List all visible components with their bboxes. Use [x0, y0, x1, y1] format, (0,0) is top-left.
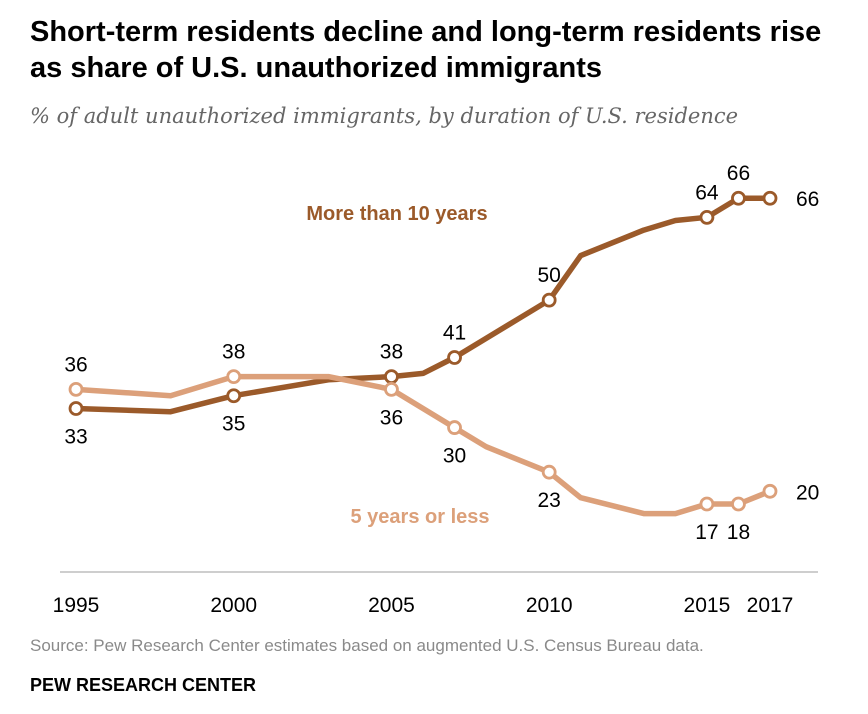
x-tick-label-2017: 2017 [747, 594, 794, 617]
data-point-1-2010 [541, 464, 557, 480]
data-point-0-2015 [699, 209, 715, 225]
x-tick-label-2015: 2015 [684, 594, 731, 617]
data-label-0-2016: 66 [727, 162, 750, 185]
x-tick-label-1995: 1995 [53, 594, 100, 617]
data-point-0-2016 [731, 190, 746, 206]
chart-subtitle: % of adult unauthorized immigrants, by d… [30, 104, 739, 128]
data-label-1-2000: 38 [222, 341, 245, 364]
data-point-1-1995 [68, 381, 84, 397]
series-line-1 [73, 373, 773, 517]
data-label-0-2010: 50 [538, 264, 561, 287]
x-tick-label-2005: 2005 [368, 594, 415, 617]
series-name-label-0: More than 10 years [306, 203, 487, 225]
data-point-0-2005 [384, 369, 399, 385]
data-label-0-2005: 38 [380, 341, 403, 364]
data-label-0-2017: 66 [796, 188, 819, 211]
data-point-0-2010 [541, 292, 557, 308]
data-label-0-2007: 41 [443, 322, 466, 345]
data-label-1-1995: 36 [64, 353, 87, 376]
brand-logo-text: PEW RESEARCH CENTER [30, 675, 257, 695]
data-point-0-2007 [447, 350, 462, 365]
data-label-1-2005: 36 [380, 406, 403, 429]
data-label-1-2010: 23 [538, 489, 561, 512]
data-label-0-2015: 64 [695, 181, 719, 204]
series-0: 33 35 38 41 50 64 66 66 More than 10 years [64, 162, 819, 448]
x-tick-label-2000: 2000 [210, 594, 257, 617]
data-point-1-2015 [699, 496, 715, 512]
data-point-0-1995 [68, 401, 84, 416]
data-point-0-2000 [226, 388, 242, 404]
x-tick-labels: 1995 2000 2005 2010 2015 2017 [53, 594, 794, 617]
data-point-1-2016 [731, 496, 746, 512]
series-line-0 [73, 195, 773, 415]
data-point-1-2005 [384, 381, 399, 397]
data-label-0-2000: 35 [222, 413, 245, 436]
data-point-1-2017 [762, 483, 778, 499]
source-note: Source: Pew Research Center estimates ba… [30, 636, 704, 655]
data-label-1-2007: 30 [443, 445, 466, 468]
data-label-1-2015: 17 [695, 521, 718, 544]
series-name-label-1: 5 years or less [351, 506, 490, 528]
data-label-0-1995: 33 [64, 425, 87, 448]
data-label-1-2016: 18 [727, 521, 750, 544]
data-point-1-2007 [447, 420, 462, 435]
data-point-0-2017 [762, 190, 778, 206]
data-point-1-2000 [226, 369, 242, 385]
series-1: 36 38 36 30 23 17 18 20 5 years or less [64, 341, 819, 544]
x-tick-label-2010: 2010 [526, 594, 573, 617]
chart-title: Short-term residents decline and long-te… [30, 16, 822, 84]
data-label-1-2017: 20 [796, 481, 819, 504]
